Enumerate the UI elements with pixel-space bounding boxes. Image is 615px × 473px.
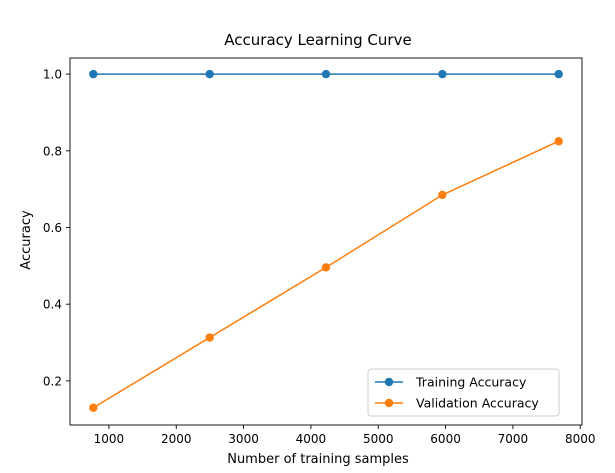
axes-frame bbox=[69, 57, 583, 426]
series-1-point-4 bbox=[438, 69, 447, 79]
x-tick-label-3: 3000 bbox=[228, 432, 259, 446]
x-tick-label-4: 4000 bbox=[296, 432, 327, 446]
x-tick-label-8: 8000 bbox=[565, 432, 596, 446]
series-2-point-1 bbox=[89, 403, 98, 412]
y-tick-label-4: 0.8 bbox=[43, 144, 62, 158]
y-tick-label-3: 0.6 bbox=[43, 221, 62, 235]
y-tick-label-2: 0.4 bbox=[43, 298, 62, 312]
series-2-point-5 bbox=[554, 137, 563, 146]
plot-area bbox=[89, 69, 563, 412]
axes: 1000 2000 3000 4000 5000 6000 7000 8000 0.2 0.4 0.… bbox=[43, 57, 596, 446]
legend-marker-2 bbox=[384, 398, 394, 408]
x-tick-label-6: 6000 bbox=[430, 432, 461, 446]
series-2-point-4 bbox=[438, 190, 447, 200]
legend-box bbox=[367, 368, 560, 417]
chart-title: Accuracy Learning Curve bbox=[224, 31, 411, 49]
series-1-point-5 bbox=[554, 69, 563, 79]
y-axis-label: Accuracy bbox=[19, 210, 34, 270]
series-1-point-2 bbox=[205, 69, 214, 79]
y-tick-label-5: 1.0 bbox=[43, 68, 62, 82]
legend: Training Accuracy Validation Accuracy bbox=[367, 368, 560, 417]
series-2-point-2 bbox=[205, 333, 214, 342]
series-1-point-1 bbox=[89, 69, 98, 79]
legend-label-1: Training Accuracy bbox=[415, 375, 527, 390]
x-tick-label-5: 5000 bbox=[363, 432, 394, 446]
x-axis-label: Number of training samples bbox=[227, 452, 409, 467]
series-1-point-3 bbox=[321, 69, 331, 79]
legend-label-2: Validation Accuracy bbox=[416, 396, 539, 411]
y-tick-label-1: 0.2 bbox=[43, 374, 62, 388]
x-tick-label-7: 7000 bbox=[498, 432, 529, 446]
x-tick-label-1: 1000 bbox=[94, 432, 125, 446]
legend-marker-1 bbox=[384, 377, 394, 387]
x-tick-label-2: 2000 bbox=[161, 432, 192, 446]
series-2-point-3 bbox=[321, 263, 331, 272]
